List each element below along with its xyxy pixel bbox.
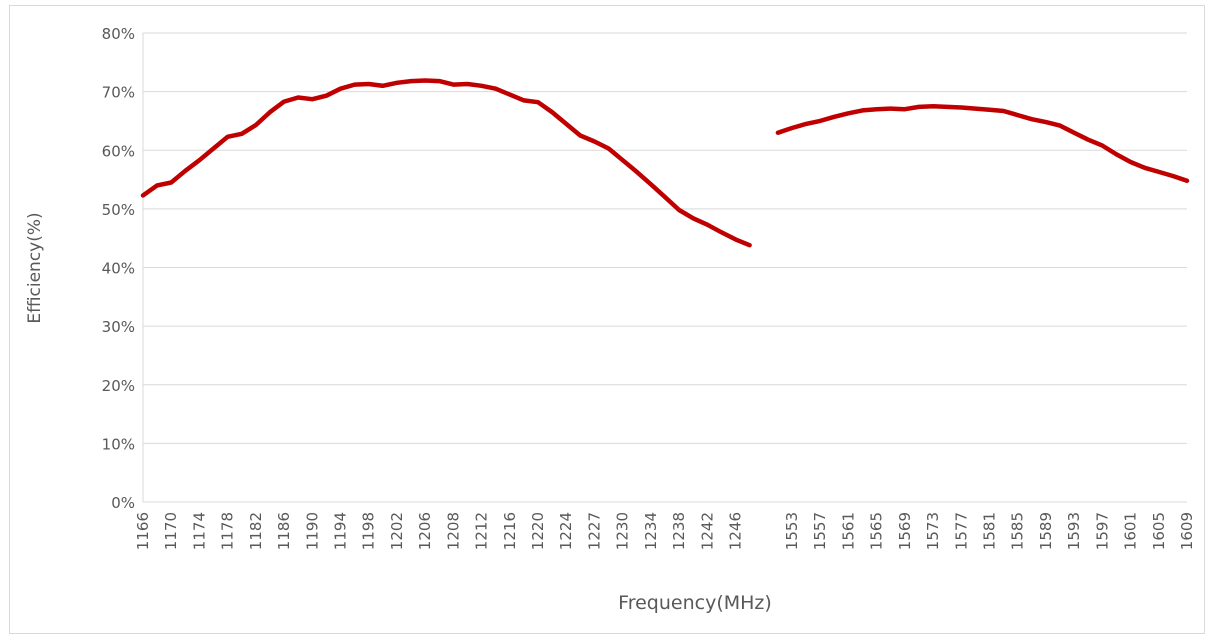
x-axis-title: Frequency(MHz) [618, 592, 772, 614]
x-tick-label: 1569 [896, 512, 914, 550]
y-axis-title: Efficiency(%) [25, 212, 45, 323]
y-tick-label: 0% [111, 494, 135, 512]
chart-border [9, 5, 1205, 634]
x-tick-label: 1573 [924, 512, 942, 550]
x-tick-label: 1577 [952, 512, 970, 550]
x-tick-label: 1227 [585, 512, 603, 550]
y-tick-label: 80% [102, 25, 135, 43]
x-tick-label: 1609 [1178, 512, 1196, 550]
x-tick-label: 1174 [190, 512, 208, 550]
x-tick-label: 1581 [980, 512, 998, 550]
x-tick-label: 1224 [557, 512, 575, 550]
x-tick-label: 1190 [303, 512, 321, 550]
x-tick-label: 1230 [614, 512, 632, 550]
x-tick-label: 1601 [1122, 512, 1140, 550]
y-tick-label: 70% [102, 84, 135, 102]
x-tick-label: 1208 [444, 512, 462, 550]
y-tick-label: 30% [102, 318, 135, 336]
x-tick-label: 1238 [670, 512, 688, 550]
x-tick-label: 1565 [868, 512, 886, 550]
x-tick-label: 1220 [529, 512, 547, 550]
x-tick-label: 1202 [388, 512, 406, 550]
y-tick-label: 60% [102, 142, 135, 160]
y-tick-label: 40% [102, 260, 135, 278]
x-tick-label: 1242 [698, 512, 716, 550]
x-tick-label: 1216 [501, 512, 519, 550]
x-tick-label: 1605 [1150, 512, 1168, 550]
x-tick-label: 1166 [134, 512, 152, 550]
x-tick-label: 1198 [360, 512, 378, 550]
y-tick-label: 20% [102, 377, 135, 395]
y-tick-label: 50% [102, 201, 135, 219]
data-line [140, 78, 1190, 248]
x-tick-label: 1206 [416, 512, 434, 550]
x-tick-label: 1234 [642, 512, 660, 550]
x-tick-label: 1557 [811, 512, 829, 550]
x-tick-label: 1246 [727, 512, 745, 550]
x-tick-label: 1194 [332, 512, 350, 550]
x-tick-label: 1212 [473, 512, 491, 550]
x-tick-label: 1553 [783, 512, 801, 550]
x-tick-label: 1178 [219, 512, 237, 550]
x-tick-label: 1561 [839, 512, 857, 550]
x-tick-label: 1186 [275, 512, 293, 550]
x-tick-label: 1597 [1093, 512, 1111, 550]
y-tick-label: 10% [102, 435, 135, 453]
x-tick-label: 1182 [247, 512, 265, 550]
x-tick-label: 1589 [1037, 512, 1055, 550]
x-tick-label: 1593 [1065, 512, 1083, 550]
x-tick-label: 1170 [162, 512, 180, 550]
x-tick-label: 1585 [1009, 512, 1027, 550]
